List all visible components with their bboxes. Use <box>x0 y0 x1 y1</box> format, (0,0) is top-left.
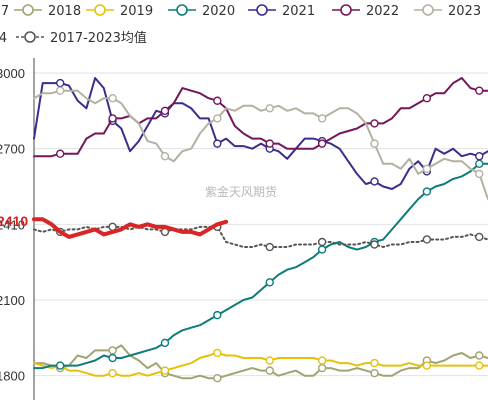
legend-swatch-marker <box>422 4 434 16</box>
legend-swatch-marker <box>256 4 268 16</box>
data-point <box>108 346 117 355</box>
y-tick-label: 2100 <box>0 293 25 308</box>
legend-swatch-marker <box>340 4 352 16</box>
data-point <box>265 242 274 252</box>
data-point <box>213 348 222 358</box>
data-point <box>160 106 170 116</box>
data-point <box>475 159 484 169</box>
data-point <box>55 149 65 158</box>
legend-entry: 2022 <box>366 4 399 19</box>
data-point <box>213 139 222 148</box>
data-point <box>422 94 432 103</box>
data-point <box>55 361 65 370</box>
legend-entry: 2020 <box>202 4 235 19</box>
data-point <box>370 358 379 368</box>
series-line <box>33 77 488 190</box>
data-point <box>422 164 432 174</box>
data-point <box>108 353 117 363</box>
y-axis-ticks: 3000 2700 2410 2100 1800 <box>0 66 25 384</box>
data-point <box>422 361 432 370</box>
legend-swatch-marker <box>94 4 106 16</box>
data-point <box>213 310 222 320</box>
data-point <box>265 139 274 148</box>
legend-entry: 2021 <box>282 4 315 19</box>
series-line <box>33 89 488 201</box>
data-point <box>370 368 379 378</box>
data-point <box>475 351 484 360</box>
legend: 2017 2018 2019 2020 2021 2022 2023 2024 2017-202… <box>0 4 481 46</box>
data-point <box>317 363 327 373</box>
legend-entry: 2018 <box>48 4 81 19</box>
data-point <box>265 356 274 365</box>
data-point <box>265 366 274 375</box>
legend-entry: 2017-2023均值 <box>50 30 147 46</box>
data-point <box>317 114 327 123</box>
series-line <box>33 77 488 158</box>
data-point <box>265 278 274 287</box>
data-point <box>213 96 222 105</box>
data-point <box>475 169 484 179</box>
series-line <box>33 344 488 380</box>
data-point <box>317 356 327 365</box>
data-point <box>475 232 484 242</box>
data-point <box>108 368 117 378</box>
series-line <box>32 217 229 239</box>
data-point <box>317 237 327 247</box>
data-point <box>160 152 170 161</box>
y-tick-label: 3000 <box>0 66 25 81</box>
data-point <box>475 86 484 95</box>
y-tick-label: 2410 <box>0 217 25 232</box>
data-point <box>160 338 170 348</box>
legend-swatch-marker <box>176 4 188 16</box>
series-group <box>32 77 488 383</box>
data-point <box>475 361 484 370</box>
data-point <box>370 119 379 128</box>
data-point <box>317 139 327 148</box>
data-point <box>265 104 274 113</box>
data-point <box>160 366 170 375</box>
data-point <box>108 114 117 123</box>
data-point <box>108 94 117 103</box>
legend-entry: 2023 <box>448 4 481 19</box>
legend-swatch-marker <box>24 31 36 43</box>
watermark: 紫金天风期货 <box>205 184 277 199</box>
data-point <box>475 152 484 161</box>
legend-entry: 2019 <box>120 4 153 19</box>
y-tick-label: 1800 <box>0 369 25 384</box>
data-point <box>213 373 222 383</box>
data-point <box>317 245 327 254</box>
data-point <box>55 78 65 88</box>
data-point <box>55 86 65 95</box>
data-point <box>422 235 432 244</box>
legend-entry: 2024 <box>0 31 7 46</box>
last-value-label: 2410 <box>0 213 28 229</box>
data-point <box>370 177 379 186</box>
y-tick-label: 2700 <box>0 142 25 157</box>
series-line <box>33 225 488 248</box>
legend-swatch-marker <box>22 4 34 16</box>
data-point <box>370 240 379 249</box>
data-point <box>422 187 432 196</box>
data-point <box>213 114 222 123</box>
data-point <box>370 139 379 148</box>
gridlines <box>34 72 488 377</box>
legend-entry: 2017 <box>0 4 9 19</box>
